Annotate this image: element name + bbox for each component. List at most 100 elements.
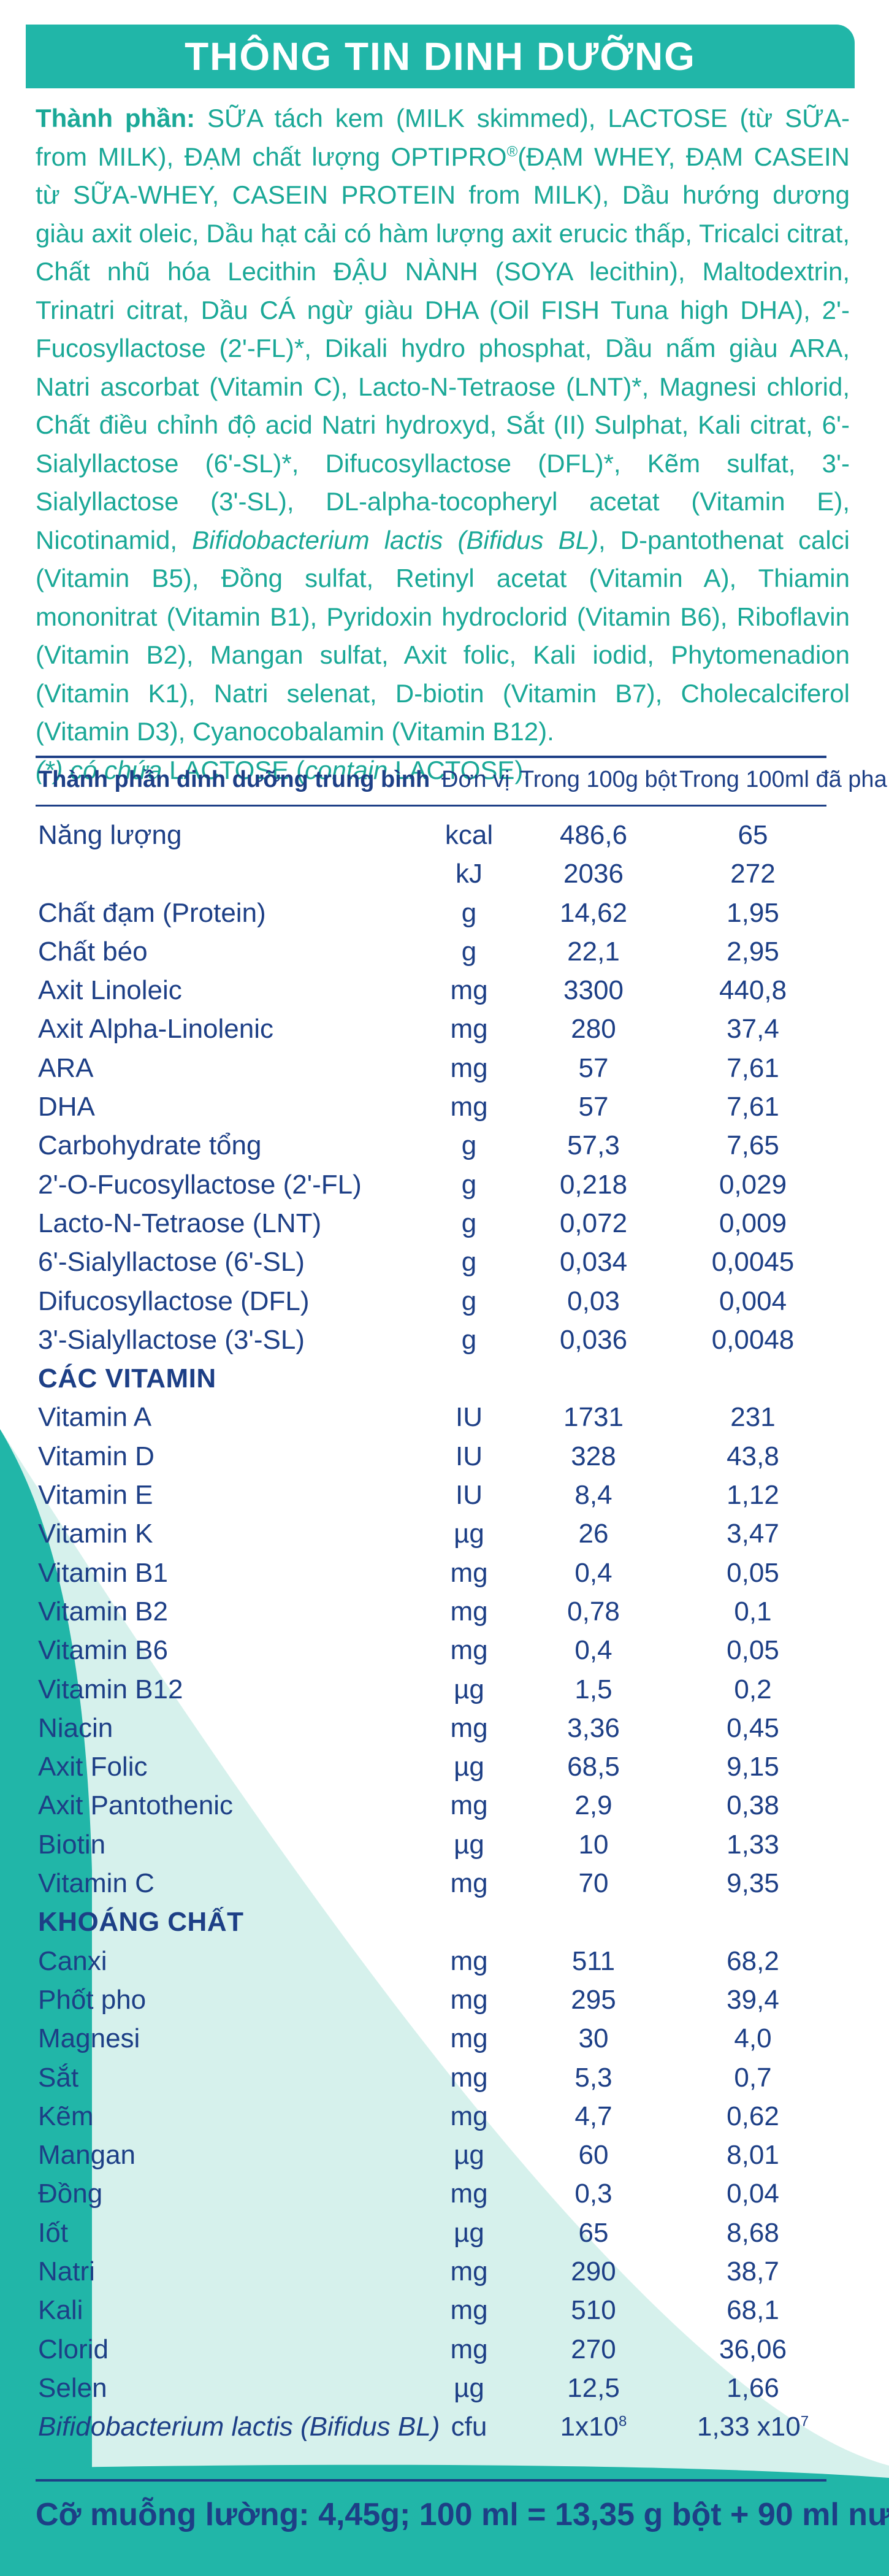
table-row: Axit Linoleic mg 3300 440,8 — [36, 972, 826, 1011]
value-per-100g: 22,1 — [567, 936, 620, 967]
value-per-100ml: 7,61 — [727, 1092, 779, 1122]
unit-cell: µg — [454, 1519, 484, 1549]
unit-cell: kJ — [456, 859, 483, 889]
value-per-100g: 486,6 — [559, 820, 628, 850]
table-row: DHA mg 57 7,61 — [36, 1089, 826, 1127]
nutrient-name: Vitamin B6 — [38, 1635, 168, 1666]
nutrient-name: Carbohydrate tổng — [38, 1130, 262, 1161]
header-unit: Đơn vị — [441, 767, 510, 792]
value-per-100ml: 0,004 — [719, 1286, 787, 1316]
unit-cell: µg — [454, 1829, 484, 1860]
ingredients-text-3: , D-pantothenat calci (Vitamin B5), Đồng… — [36, 525, 850, 746]
value-per-100g: 0,4 — [574, 1557, 612, 1588]
unit-cell: kcal — [444, 820, 494, 850]
table-row: Vitamin B1 mg 0,4 0,05 — [36, 1555, 826, 1593]
unit-cell: µg — [454, 1674, 484, 1704]
unit-cell: mg — [450, 1635, 488, 1666]
value-per-100g: 60 — [578, 2140, 609, 2171]
unit-cell: mg — [450, 1557, 488, 1588]
value-per-100ml: 43,8 — [727, 1441, 779, 1471]
value-per-100ml: 7,65 — [727, 1130, 779, 1161]
value-per-100g: 0,036 — [559, 1324, 628, 1355]
value-per-100g: 511 — [571, 1945, 616, 1976]
value-per-100g: 0,072 — [559, 1208, 628, 1238]
unit-cell: µg — [454, 1752, 484, 1782]
table-row: Magnesi mg 30 4,0 — [36, 2020, 826, 2059]
table-row: Natri mg 290 38,7 — [36, 2253, 826, 2292]
table-row: kJ 2036 272 — [36, 856, 826, 894]
unit-cell: mg — [450, 1868, 488, 1899]
value-per-100g: 57 — [578, 1092, 609, 1122]
value-per-100g: 8,4 — [574, 1480, 612, 1511]
unit-cell: mg — [450, 1712, 488, 1743]
table-bottom-rule — [36, 2479, 826, 2482]
nutrient-name: 2'-O-Fucosyllactose (2'-FL) — [38, 1169, 362, 1200]
value-per-100g: 2,9 — [574, 1790, 612, 1821]
value-per-100g: 65 — [578, 2217, 609, 2248]
value-per-100ml: 272 — [730, 859, 776, 889]
nutrient-name: DHA — [38, 1092, 95, 1122]
mint-wave — [0, 1429, 889, 2576]
unit-cell: mg — [450, 2101, 488, 2131]
unit-cell: µg — [454, 2140, 484, 2171]
nutrient-name: Vitamin E — [38, 1480, 153, 1511]
nutrient-name: Axit Pantothenic — [38, 1790, 233, 1821]
nutrient-name: Iốt — [38, 2217, 68, 2248]
nutrient-name: Selen — [38, 2372, 107, 2403]
nutrient-name: Axit Linoleic — [38, 975, 182, 1006]
table-row: Carbohydrate tổng g 57,3 7,65 — [36, 1127, 826, 1166]
table-row: Difucosyllactose (DFL) g 0,03 0,004 — [36, 1283, 826, 1322]
value-per-100ml: 0,05 — [727, 1635, 779, 1666]
value-per-100ml: 36,06 — [719, 2334, 787, 2364]
nutrient-name: Canxi — [38, 1945, 107, 1976]
value-per-100ml: 0,0045 — [711, 1247, 795, 1278]
unit-cell: mg — [450, 1014, 488, 1045]
value-per-100g: 57,3 — [567, 1130, 620, 1161]
value-per-100ml: 0,7 — [734, 2062, 772, 2093]
table-row: Vitamin C mg 70 9,35 — [36, 1865, 826, 1904]
table-row: Vitamin B12 µg 1,5 0,2 — [36, 1671, 826, 1710]
unit-cell: g — [461, 1324, 477, 1355]
ingredients-label: Thành phần: — [36, 104, 196, 132]
table-row: Vitamin E IU 8,4 1,12 — [36, 1477, 826, 1516]
unit-cell: g — [461, 1130, 477, 1161]
ingredients-paragraph: Thành phần: SỮA tách kem (MILK skimmed),… — [36, 99, 850, 789]
value-per-100ml: 65 — [738, 820, 768, 850]
unit-cell: µg — [454, 2372, 484, 2403]
value-per-100g: 70 — [578, 1868, 609, 1899]
nutrient-name: Vitamin D — [38, 1441, 155, 1471]
value-per-100g: 1,5 — [574, 1674, 612, 1704]
table-row: Selen µg 12,5 1,66 — [36, 2370, 826, 2409]
value-per-100g: 0,3 — [574, 2179, 612, 2209]
nutrient-name: Phốt pho — [38, 1984, 147, 2015]
value-per-100g: 1x108 — [520, 2409, 667, 2445]
value-per-100g: 12,5 — [567, 2372, 620, 2403]
note-italic-contain: contain — [304, 755, 388, 784]
table-row: Chất đạm (Protein) g 14,62 1,95 — [36, 895, 826, 933]
value-per-100g: 510 — [571, 2295, 616, 2326]
nutrient-name: Mangan — [38, 2140, 136, 2171]
nutrient-name: Vitamin B2 — [38, 1596, 168, 1627]
nutrient-name: Vitamin B12 — [38, 1674, 183, 1704]
table-row: Mangan µg 60 8,01 — [36, 2137, 826, 2175]
nutrient-name: Axit Folic — [38, 1752, 148, 1782]
value-per-100g: 30 — [578, 2023, 609, 2054]
value-per-100ml: 1,95 — [727, 897, 779, 928]
value-per-100ml: 37,4 — [727, 1014, 779, 1045]
value-per-100g: 57 — [578, 1052, 609, 1083]
unit-cell: g — [461, 1208, 477, 1238]
table-row: Canxi mg 511 68,2 — [36, 1943, 826, 1982]
table-row: ARA mg 57 7,61 — [36, 1050, 826, 1089]
table-row: 2'-O-Fucosyllactose (2'-FL) g 0,218 0,029 — [36, 1167, 826, 1205]
unit-cell: g — [461, 1169, 477, 1200]
value-per-100ml: 440,8 — [719, 975, 787, 1006]
unit-cell: IU — [456, 1441, 483, 1471]
table-row: Kẽm mg 4,7 0,62 — [36, 2098, 826, 2137]
nutrient-name: Vitamin K — [38, 1519, 153, 1549]
unit-cell: µg — [454, 2217, 484, 2248]
unit-cell: mg — [450, 2334, 488, 2364]
table-row: Bifidobacterium lactis (Bifidus BL) cfu 1x… — [36, 2409, 826, 2447]
nutrient-name: Natri — [38, 2256, 95, 2287]
table-row: Kali mg 510 68,1 — [36, 2292, 826, 2331]
